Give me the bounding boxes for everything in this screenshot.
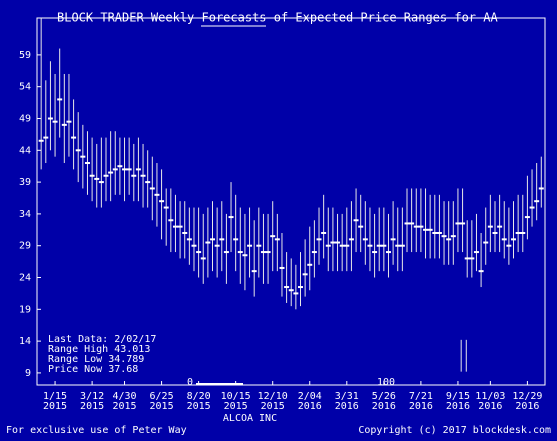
x-tick-label: 4/30: [112, 391, 136, 402]
x-tick-year: 2016: [298, 401, 322, 412]
x-tick-label: 1/15: [43, 391, 67, 402]
x-tick-label: 5/26: [372, 391, 396, 402]
y-tick-label: 14: [19, 336, 31, 347]
y-tick-label: 44: [19, 145, 31, 156]
x-tick-label: 2/04: [298, 391, 322, 402]
x-tick-label: 7/21: [409, 391, 433, 402]
x-tick-year: 2016: [372, 401, 396, 412]
x-tick-label: 11/03: [475, 391, 505, 402]
y-tick-label: 29: [19, 241, 31, 252]
plot-frame: [36, 17, 546, 386]
info-line: Last Data: 2/02/17: [48, 334, 156, 345]
x-tick-label: 9/15: [446, 391, 470, 402]
x-tick-year: 2016: [515, 401, 539, 412]
x-tick-label: 12/10: [258, 391, 288, 402]
y-tick-label: 59: [19, 50, 31, 61]
x-tick-year: 2015: [112, 401, 136, 412]
chart-title: BLOCK TRADER Weekly Forecasts of Expecte…: [57, 11, 498, 25]
y-tick-label: 19: [19, 304, 31, 315]
info-line: Range Low 34.789: [48, 354, 144, 365]
x-tick-label: 10/15: [221, 391, 251, 402]
x-axis-title: ALCOA INC: [223, 413, 277, 424]
y-tick-label: 9: [25, 368, 31, 379]
x-tick-year: 2015: [187, 401, 211, 412]
x-tick-year: 2015: [261, 401, 285, 412]
x-tick-year: 2016: [446, 401, 470, 412]
y-tick-label: 34: [19, 209, 31, 220]
info-line: Range High 43.013: [48, 344, 150, 355]
footer-right: Copyright (c) 2017 blockdesk.com: [358, 425, 551, 436]
x-tick-year: 2015: [224, 401, 248, 412]
y-tick-label: 54: [19, 82, 31, 93]
x-tick-label: 8/20: [187, 391, 211, 402]
x-tick-year: 2015: [80, 401, 104, 412]
y-tick-label: 49: [19, 113, 31, 124]
x-tick-label: 3/12: [80, 391, 104, 402]
y-tick-label: 24: [19, 273, 31, 284]
x-tick-label: 12/29: [512, 391, 542, 402]
x-tick-year: 2016: [478, 401, 502, 412]
x-tick-year: 2016: [335, 401, 359, 412]
scrollbar-min: 0: [187, 377, 193, 388]
info-line: Price Now 37.68: [48, 364, 138, 375]
x-tick-year: 2015: [43, 401, 67, 412]
x-tick-label: 6/25: [150, 391, 174, 402]
scrollbar-max: 100: [377, 377, 395, 388]
x-tick-label: 3/31: [335, 391, 359, 402]
y-tick-label: 39: [19, 177, 31, 188]
footer-left: For exclusive use of Peter Way: [6, 425, 187, 436]
x-tick-year: 2015: [150, 401, 174, 412]
x-tick-year: 2016: [409, 401, 433, 412]
